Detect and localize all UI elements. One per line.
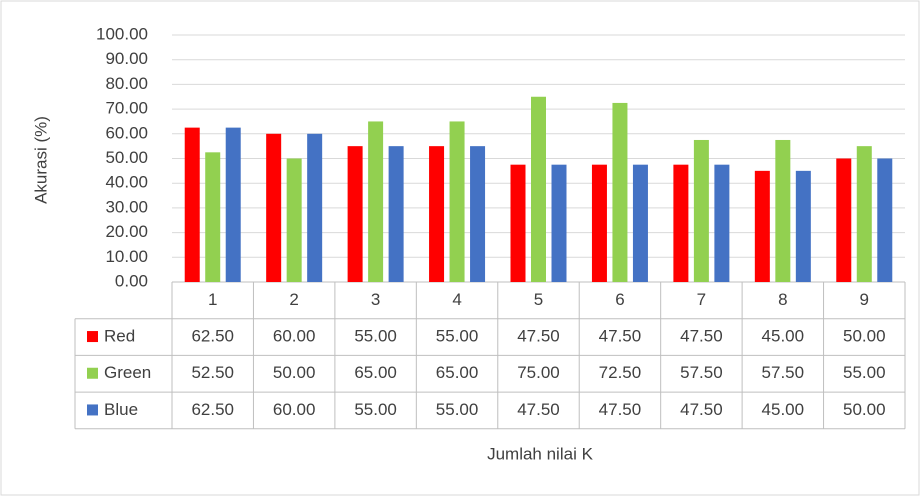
bar — [591, 164, 607, 282]
bar — [531, 96, 546, 282]
y-tick-label: 0.00 — [115, 271, 148, 290]
bar — [205, 152, 221, 282]
legend-swatch — [87, 367, 98, 379]
bar — [877, 158, 893, 282]
y-tick-label: 60.00 — [105, 123, 148, 142]
bar — [184, 127, 200, 282]
y-tick-label: 80.00 — [105, 74, 148, 93]
table-value: 57.50 — [680, 363, 723, 382]
bar — [307, 133, 323, 282]
bar — [225, 127, 241, 282]
y-tick-label: 50.00 — [105, 148, 148, 167]
x-tick-label: 3 — [371, 290, 380, 309]
x-tick-label: 8 — [778, 290, 787, 309]
table-value: 62.50 — [191, 327, 234, 346]
table-value: 65.00 — [354, 363, 397, 382]
table-value: 50.00 — [843, 400, 886, 419]
table-value: 45.00 — [762, 400, 805, 419]
x-tick-label: 2 — [289, 290, 298, 309]
table-value: 47.50 — [599, 400, 642, 419]
y-tick-label: 90.00 — [105, 49, 148, 68]
legend-swatch — [87, 331, 98, 343]
x-tick-label: 4 — [452, 290, 461, 309]
legend-label: Red — [104, 327, 135, 346]
table-value: 57.50 — [762, 363, 805, 382]
legend-swatch — [87, 404, 98, 416]
table-value: 52.50 — [191, 363, 234, 382]
bar — [286, 158, 302, 282]
bar — [388, 146, 404, 282]
table-value: 65.00 — [436, 363, 479, 382]
x-tick-label: 6 — [615, 290, 624, 309]
table-value: 55.00 — [354, 327, 397, 346]
bar — [368, 121, 384, 282]
y-tick-label: 70.00 — [105, 99, 148, 118]
x-tick-label: 9 — [860, 290, 869, 309]
table-value: 50.00 — [273, 363, 316, 382]
bar — [673, 164, 689, 282]
table-value: 50.00 — [843, 327, 886, 346]
bar — [551, 164, 567, 282]
table-value: 47.50 — [680, 327, 723, 346]
bar — [449, 121, 465, 282]
bar — [510, 164, 526, 282]
bar — [754, 170, 770, 282]
table-value: 47.50 — [599, 327, 642, 346]
bar — [612, 102, 628, 282]
x-tick-label: 1 — [208, 290, 217, 309]
y-axis-label: Akurasi (%) — [31, 116, 50, 204]
bar — [470, 146, 486, 282]
y-tick-label: 20.00 — [105, 222, 148, 241]
bar — [836, 158, 852, 282]
x-axis-label: Jumlah nilai K — [487, 444, 593, 463]
table-value: 55.00 — [843, 363, 886, 382]
bar — [775, 139, 791, 282]
y-tick-label: 100.00 — [96, 24, 148, 43]
table-value: 62.50 — [191, 400, 234, 419]
bar — [856, 146, 872, 282]
y-tick-label: 10.00 — [105, 247, 148, 266]
table-value: 47.50 — [680, 400, 723, 419]
bar — [632, 164, 648, 282]
table-value: 47.50 — [517, 400, 560, 419]
bar — [266, 133, 282, 282]
y-tick-label: 30.00 — [105, 197, 148, 216]
table-value: 60.00 — [273, 327, 316, 346]
bar — [714, 164, 730, 282]
legend-label: Green — [104, 363, 151, 382]
table-value: 55.00 — [436, 327, 479, 346]
table-value: 47.50 — [517, 327, 560, 346]
bar — [693, 139, 709, 282]
legend-label: Blue — [104, 400, 138, 419]
bar — [347, 146, 363, 282]
table-value: 75.00 — [517, 363, 560, 382]
bar — [795, 170, 811, 282]
y-tick-label: 40.00 — [105, 173, 148, 192]
x-tick-label: 5 — [534, 290, 543, 309]
table-value: 60.00 — [273, 400, 316, 419]
table-value: 55.00 — [354, 400, 397, 419]
bar — [429, 146, 445, 282]
table-value: 72.50 — [599, 363, 642, 382]
table-value: 45.00 — [762, 327, 805, 346]
table-value: 55.00 — [436, 400, 479, 419]
x-tick-label: 7 — [697, 290, 706, 309]
